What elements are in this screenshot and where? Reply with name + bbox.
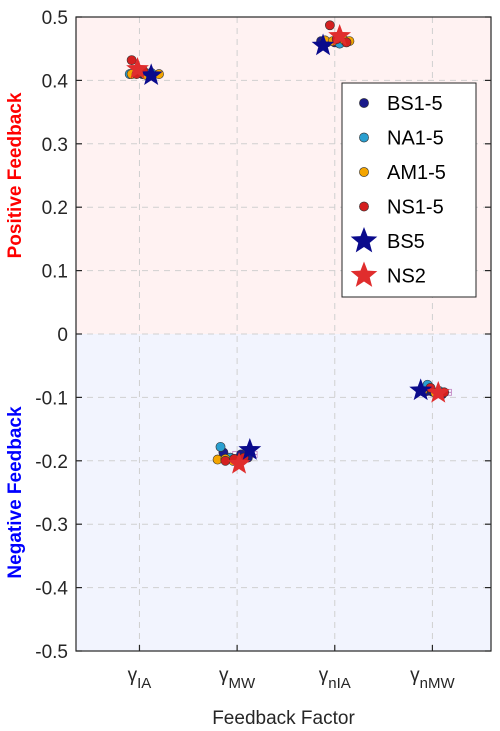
star-ns2 <box>426 380 450 403</box>
x-tick-symbol: γ <box>319 665 329 686</box>
y-tick-label: -0.1 <box>35 388 68 409</box>
x-tick-subscript: IA <box>137 675 151 692</box>
legend-box <box>341 82 477 298</box>
x-tick-subscript: MW <box>229 675 256 692</box>
legend-label-am1-5: AM1-5 <box>387 162 446 184</box>
region-label-negative: Negative Feedback <box>5 406 26 579</box>
legend-marker-bs5 <box>350 227 378 253</box>
legend-label-ns1-5: NS1-5 <box>387 197 444 219</box>
x-tick-symbol: γ <box>219 665 229 686</box>
y-tick-label: 0.1 <box>42 262 68 283</box>
x-tick-symbol: γ <box>128 665 138 686</box>
y-tick-label: -0.3 <box>35 515 68 536</box>
x-tick-label: γIA <box>128 665 152 692</box>
legend-marker-na1-5 <box>359 132 369 143</box>
x-tick-subscript: nIA <box>328 675 351 692</box>
y-tick-label: 0 <box>57 325 68 346</box>
point-na1-5 <box>215 441 226 452</box>
legend-marker-ns2 <box>350 261 378 287</box>
star-bs5 <box>311 33 335 56</box>
star-ns2 <box>227 451 251 474</box>
legend-label-na1-5: NA1-5 <box>387 128 444 150</box>
region-label-positive: Positive Feedback <box>5 92 26 258</box>
x-tick-symbol: γ <box>410 665 420 686</box>
y-tick-label: -0.5 <box>35 642 68 663</box>
legend-label-bs5: BS5 <box>387 231 425 253</box>
legend-marker-ns1-5 <box>359 201 369 212</box>
star-ns2 <box>126 56 149 79</box>
star-bs5 <box>139 63 163 86</box>
x-tick-label: γnIA <box>319 665 351 692</box>
x-tick-subscript: nMW <box>420 675 456 692</box>
legend-marker-bs1-5 <box>359 98 369 108</box>
y-tick-label: 0.2 <box>42 198 68 219</box>
legend-label-ns2: NS2 <box>387 266 426 288</box>
legend-marker-am1-5 <box>359 167 369 177</box>
x-axis-title: Feedback Factor <box>212 708 355 729</box>
star-bs5 <box>409 378 433 401</box>
y-tick-label: 0.3 <box>42 135 68 156</box>
x-tick-label: γnMW <box>410 665 455 692</box>
y-tick-label: 0.4 <box>42 71 69 92</box>
point-ns1-5 <box>126 55 137 66</box>
star-ns2 <box>328 24 352 46</box>
y-tick-label: -0.4 <box>35 579 68 600</box>
point-ns1-5 <box>324 20 335 31</box>
x-tick-label: γMW <box>219 665 256 692</box>
star-bs5 <box>238 438 262 460</box>
y-tick-label: -0.2 <box>35 452 68 473</box>
y-tick-label: 0.5 <box>42 8 68 29</box>
legend-label-bs1-5: BS1-5 <box>387 93 443 115</box>
